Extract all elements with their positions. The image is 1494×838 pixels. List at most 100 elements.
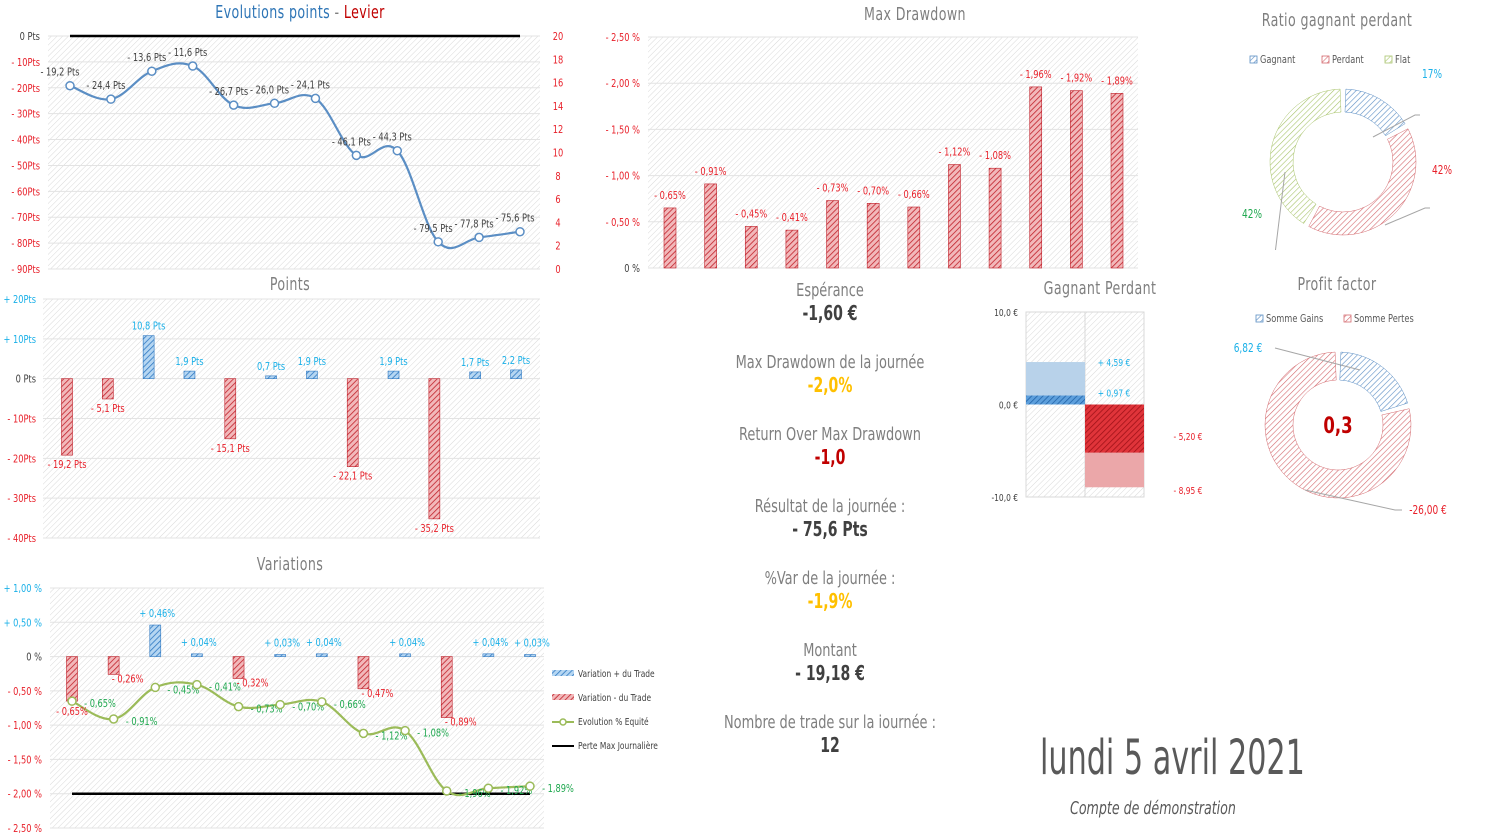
bar-label: 2,2 Pts (502, 355, 530, 367)
data-label: - 79,5 Pts (414, 223, 453, 235)
bar-label: 1,9 Pts (379, 356, 407, 368)
positive-bar (510, 369, 522, 379)
y-tick-label: - 30Pts (7, 493, 36, 505)
gagnant-perdant-chart: 10,0 € 0,0 € -10,0 € + 4,59 € + 0,97 € - 5,20… (991, 308, 1202, 504)
positive-variation-bar (316, 653, 328, 657)
y-tick-label: 0,0 € (999, 401, 1018, 412)
y-tick-label: - 0,50 % (8, 686, 42, 698)
equity-point (233, 701, 244, 712)
drawdown-label: - 1,08% (979, 150, 1011, 162)
drawdown-bar (744, 226, 758, 269)
kpi-label: Espérance (796, 280, 864, 301)
y-tick-label: - 60Pts (11, 186, 40, 198)
data-label: - 26,7 Pts (209, 86, 248, 98)
positive-bar (306, 370, 318, 379)
positive-bar (265, 375, 277, 379)
positive-variation-bar (274, 654, 286, 657)
y-tick-label: - 90Pts (11, 264, 40, 275)
drawdown-bar (704, 183, 717, 269)
bar-label: 10,8 Pts (132, 321, 165, 333)
equity-label: - 1,89% (542, 783, 574, 795)
y-tick-label: - 10Pts (11, 57, 40, 69)
drawdown-bar (1029, 86, 1043, 269)
kpi-value: -1,60 € (802, 301, 858, 325)
data-point (269, 98, 280, 109)
plot-area (648, 37, 1138, 268)
negative-bar (61, 378, 73, 456)
y2-tick-label: 10 (553, 147, 564, 159)
y-tick-label: 0 % (26, 652, 42, 664)
kpi-value: -1,0 (814, 445, 846, 469)
data-label: - 19,2 Pts (40, 67, 79, 79)
data-label: - 26,0 Pts (250, 84, 289, 96)
y2-tick-label: 14 (553, 101, 564, 113)
slice-label-gagnant: 17% (1422, 68, 1442, 82)
kpi-value: - 19,18 € (795, 661, 865, 685)
data-label: - 11,6 Pts (168, 47, 207, 59)
points-chart: + 20Pts + 10Pts 0 Pts - 10Pts - 20Pts - 30Pts… (3, 295, 540, 545)
gagnant-max-label: + 4,59 € (1098, 358, 1131, 369)
evolution-title-part2: Levier (343, 2, 385, 23)
y-tick-label: - 2,50 % (606, 32, 640, 44)
y-tick-label: - 2,00 % (8, 789, 42, 801)
y-tick-label: - 1,50 % (606, 124, 640, 136)
kpi-label: %Var de la journée : (764, 568, 896, 589)
equity-point (317, 697, 327, 707)
bar-label: - 5,1 Pts (91, 403, 125, 415)
y-tick-label: - 20Pts (11, 83, 40, 95)
kpi-label: Return Over Max Drawdown (739, 424, 921, 445)
negative-bar (346, 378, 359, 467)
legend-label-negative: Variation - du Trade (578, 693, 651, 704)
equity-label: - 0,41% (209, 682, 241, 694)
y2-tick-label: 8 (555, 171, 560, 183)
gagnant-perdant-title: Gagnant Perdant (1043, 278, 1157, 299)
drawdown-label: - 1,12% (939, 146, 971, 158)
drawdown-bar (988, 167, 1002, 269)
positive-variation-bar (191, 653, 203, 657)
negative-variation-bar (107, 656, 120, 675)
y2-tick-label: 16 (553, 78, 564, 90)
y-tick-label: + 0,50 % (4, 617, 42, 629)
bar-label: - 22,1 Pts (333, 471, 372, 483)
equity-point (192, 679, 202, 690)
equity-label: - 0,70% (292, 702, 324, 714)
negative-variation-bar (232, 656, 245, 679)
kpi-value: 12 (820, 733, 840, 757)
y2-tick-label: 12 (553, 124, 564, 136)
positive-variation-label: + 0,04% (389, 637, 425, 649)
drawdown-bar (907, 206, 921, 269)
legend-label: Perdant (1332, 54, 1364, 66)
equity-point (67, 696, 77, 706)
y-tick-label: - 50Pts (11, 160, 40, 172)
drawdown-bar (948, 164, 961, 269)
negative-bar (102, 378, 114, 400)
kpi-label: Montant (803, 640, 857, 661)
kpi-label: Nombre de trade sur la iournée : (723, 712, 937, 733)
negative-variation-label: - 0,65% (56, 706, 88, 718)
equity-label: - 0,65% (84, 698, 116, 710)
drawdown-bar (866, 203, 880, 269)
bar-label: 1,9 Pts (298, 356, 326, 368)
y-tick-label: - 1,50 % (8, 754, 42, 766)
kpi-label: Max Drawdown de la journée (735, 352, 925, 373)
data-label: - 24,4 Pts (86, 80, 125, 92)
equity-point (275, 699, 285, 710)
drawdown-bar (826, 200, 839, 269)
gagnant-avg-label: + 0,97 € (1098, 389, 1131, 400)
y2-tick-label: 6 (555, 194, 560, 206)
positive-variation-bar (399, 653, 411, 657)
legend-label: Somme Pertes (1354, 313, 1414, 325)
equity-point (525, 781, 535, 791)
profit-factor-value: 0,3 (1323, 413, 1352, 439)
evolution-chart: 0 Pts - 10Pts - 20Pts - 30Pts - 40Pts - 50Pts… (11, 31, 564, 275)
y-tick-label: - 70Pts (11, 212, 40, 224)
data-point (187, 61, 198, 71)
y-tick-label: + 10Pts (3, 334, 36, 346)
leader-line (1274, 171, 1286, 250)
data-point (147, 66, 157, 76)
y-tick-label: - 1,00 % (606, 171, 640, 183)
equity-point (150, 682, 161, 693)
drawdown-label: - 0,91% (695, 166, 727, 178)
positive-bar (469, 371, 481, 379)
legend-swatch-positive (552, 670, 574, 676)
